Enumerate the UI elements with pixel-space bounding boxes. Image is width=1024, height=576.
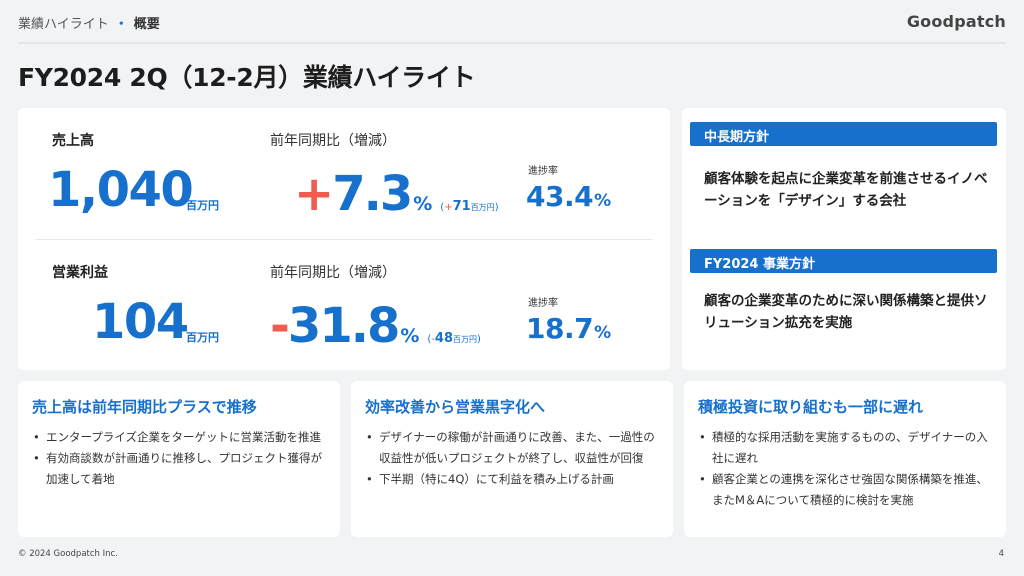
progress-number: 18.7 [526, 312, 594, 345]
highlight-title: 売上高は前年同期比プラスで推移 [32, 398, 257, 416]
yoy-percent: % [413, 193, 433, 215]
policy-card: 中長期方針 顧客体験を起点に企業変革を前進させるイノベーションを「デザイン」する… [682, 108, 1006, 370]
footer-copyright: © 2024 Goodpatch Inc. [18, 549, 118, 559]
highlight-bullets: 積極的な採用活動を実施するものの、デザイナーの入社に遅れ 顧客企業との連携を深化… [698, 427, 994, 511]
breadcrumb-current: 概要 [133, 17, 160, 32]
top-bar: 業績ハイライト・概要 Goodpatch [0, 0, 1024, 44]
bullet-item: 有効商談数が計画通りに推移し、プロジェクト獲得が加速して着地 [32, 448, 328, 490]
progress-label: 進捗率 [528, 166, 558, 177]
page-title: FY2024 2Q（12-2月）業績ハイライト [18, 63, 476, 92]
policy-heading-long-term: 中長期方針 [690, 122, 997, 146]
yoy-change: +7.3% (+71百万円) [294, 166, 499, 222]
policy-text-fy2024: 顧客の企業変革のために深い関係構築と提供ソリューション拡充を実施 [704, 293, 988, 331]
breadcrumb: 業績ハイライト・概要 [18, 13, 160, 32]
breadcrumb-section[interactable]: 業績ハイライト [18, 17, 109, 32]
progress-value: 18.7% [526, 312, 611, 345]
diff-sign: + [444, 202, 453, 213]
policy-text-long-term: 顧客体験を起点に企業変革を前進させるイノベーションを「デザイン」する会社 [704, 171, 988, 209]
bullet-item: 顧客企業との連携を深化させ強固な関係構築を推進、またM＆Aについて積極的に検討を… [698, 469, 994, 511]
highlight-bullets: デザイナーの稼働が計画通りに改善、また、一過性の収益性が低いプロジェクトが終了し… [365, 427, 661, 490]
highlight-card-revenue: 売上高は前年同期比プラスで推移 エンタープライズ企業をターゲットに営業活動を推進… [18, 381, 340, 537]
kpi-row-operating-profit: 営業利益 104 百万円 前年同期比（増減） -31.8% (-48百万円) 進捗… [18, 240, 670, 368]
bullet-item: エンタープライズ企業をターゲットに営業活動を推進 [32, 427, 328, 448]
yoy-sign: + [294, 166, 334, 222]
policy-heading-fy2024: FY2024 事業方針 [690, 249, 997, 273]
yoy-percent: % [400, 325, 420, 347]
diff-value: 71 [452, 199, 471, 214]
highlight-title: 積極投資に取り組むも一部に遅れ [698, 398, 924, 416]
diff-unit: 百万円 [453, 335, 478, 344]
diff-unit: 百万円 [470, 203, 495, 212]
yoy-change: -31.8% (-48百万円) [270, 298, 481, 354]
yoy-diff: (+71百万円) [440, 199, 499, 214]
progress-label: 進捗率 [528, 298, 558, 309]
bullet-item: 下半期（特に4Q）にて利益を積み上げる計画 [365, 469, 661, 490]
yoy-label: 前年同期比（増減） [270, 133, 396, 149]
diff-value: 48 [434, 331, 454, 346]
kpi-unit: 百万円 [186, 199, 219, 212]
breadcrumb-separator: ・ [114, 17, 128, 32]
kpi-divider [36, 239, 652, 240]
page-number: 4 [998, 549, 1004, 559]
yoy-sign: - [270, 298, 290, 354]
kpi-card: 売上高 1,040 百万円 前年同期比（増減） +7.3% (+71百万円) 進捗… [18, 108, 670, 370]
bullet-item: 積極的な採用活動を実施するものの、デザイナーの入社に遅れ [698, 427, 994, 469]
kpi-label: 営業利益 [52, 265, 108, 281]
progress-percent: % [594, 323, 612, 343]
kpi-value: 1,040 [48, 162, 194, 218]
highlight-title: 効率改善から営業黒字化へ [365, 398, 546, 416]
kpi-row-revenue: 売上高 1,040 百万円 前年同期比（増減） +7.3% (+71百万円) 進捗… [18, 108, 670, 236]
progress-percent: % [594, 191, 612, 211]
highlight-bullets: エンタープライズ企業をターゲットに営業活動を推進 有効商談数が計画通りに推移し、… [32, 427, 328, 490]
diff-sign: - [431, 334, 435, 345]
progress-value: 43.4% [526, 180, 611, 213]
yoy-label: 前年同期比（増減） [270, 265, 396, 281]
yoy-diff: (-48百万円) [427, 331, 481, 346]
bullet-item: デザイナーの稼働が計画通りに改善、また、一過性の収益性が低いプロジェクトが終了し… [365, 427, 661, 469]
highlight-card-profit: 効率改善から営業黒字化へ デザイナーの稼働が計画通りに改善、また、一過性の収益性… [351, 381, 673, 537]
progress-number: 43.4 [526, 180, 594, 213]
highlight-card-investment: 積極投資に取り組むも一部に遅れ 積極的な採用活動を実施するものの、デザイナーの入… [684, 381, 1006, 537]
kpi-unit: 百万円 [186, 331, 219, 344]
kpi-value: 104 [92, 294, 189, 350]
kpi-label: 売上高 [52, 133, 94, 149]
header-divider [18, 42, 1006, 44]
yoy-value: 31.8 [287, 298, 400, 354]
goodpatch-logo: Goodpatch [906, 12, 1006, 31]
yoy-value: 7.3 [332, 166, 413, 222]
